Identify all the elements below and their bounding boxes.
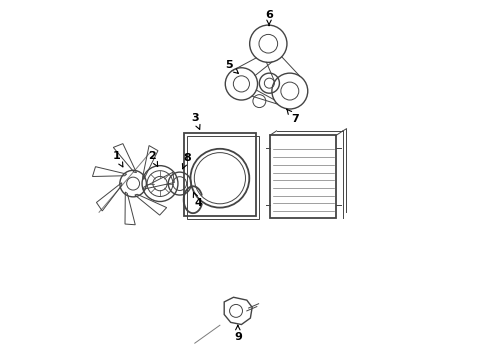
Text: 6: 6 [265,10,273,26]
Text: 8: 8 [182,153,191,169]
Text: 5: 5 [225,60,238,73]
Bar [270,135,337,218]
Text: 7: 7 [287,109,299,124]
Bar [187,136,259,219]
Text: 4: 4 [194,193,202,208]
Text: 9: 9 [234,325,242,342]
Text: 2: 2 [148,151,158,167]
Text: 3: 3 [191,113,200,129]
Text: 1: 1 [113,151,123,167]
Bar [184,134,256,216]
